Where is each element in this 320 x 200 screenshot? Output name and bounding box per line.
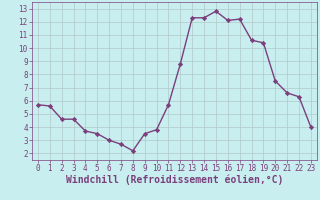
X-axis label: Windchill (Refroidissement éolien,°C): Windchill (Refroidissement éolien,°C) xyxy=(66,175,283,185)
